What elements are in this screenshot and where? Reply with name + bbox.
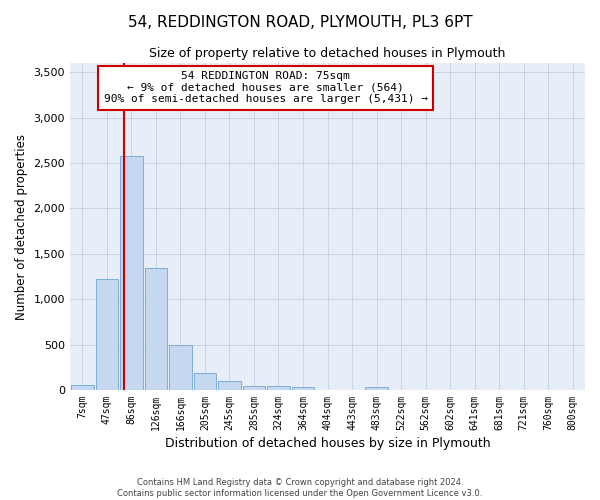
Bar bbox=[365, 387, 388, 390]
Text: Contains HM Land Registry data © Crown copyright and database right 2024.
Contai: Contains HM Land Registry data © Crown c… bbox=[118, 478, 482, 498]
Bar bbox=[145, 268, 167, 390]
X-axis label: Distribution of detached houses by size in Plymouth: Distribution of detached houses by size … bbox=[165, 437, 490, 450]
Bar bbox=[267, 386, 290, 390]
Y-axis label: Number of detached properties: Number of detached properties bbox=[15, 134, 28, 320]
Title: Size of property relative to detached houses in Plymouth: Size of property relative to detached ho… bbox=[149, 48, 506, 60]
Bar bbox=[292, 387, 314, 390]
Bar bbox=[120, 156, 143, 390]
Text: 54 REDDINGTON ROAD: 75sqm
← 9% of detached houses are smaller (564)
90% of semi-: 54 REDDINGTON ROAD: 75sqm ← 9% of detach… bbox=[104, 71, 428, 104]
Bar bbox=[218, 382, 241, 390]
Bar bbox=[242, 386, 265, 390]
Bar bbox=[194, 372, 216, 390]
Bar bbox=[169, 346, 191, 390]
Bar bbox=[71, 386, 94, 390]
Bar bbox=[95, 279, 118, 390]
Text: 54, REDDINGTON ROAD, PLYMOUTH, PL3 6PT: 54, REDDINGTON ROAD, PLYMOUTH, PL3 6PT bbox=[128, 15, 472, 30]
